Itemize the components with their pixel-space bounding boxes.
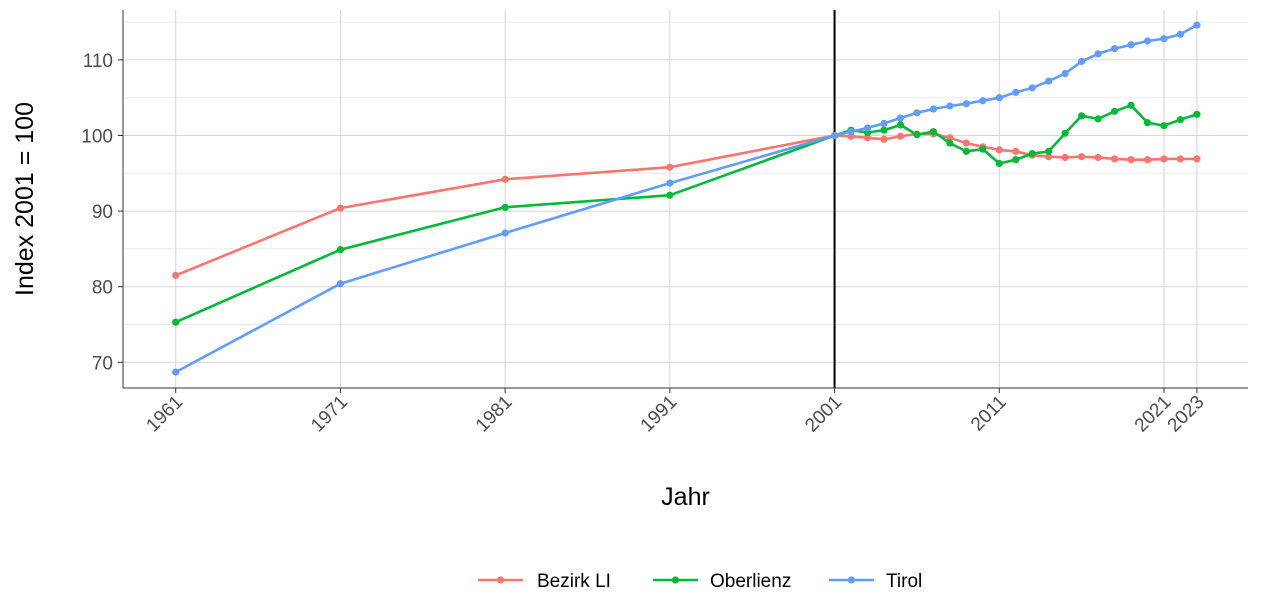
data-point-tirol <box>666 179 674 187</box>
data-point-oberlienz <box>1045 147 1053 155</box>
data-point-oberlienz <box>1193 110 1201 118</box>
data-point-tirol <box>1028 84 1036 92</box>
data-point-oberlienz <box>1061 129 1069 137</box>
data-point-bezirk-li <box>1127 156 1135 164</box>
data-point-tirol <box>501 229 509 237</box>
data-point-oberlienz <box>501 203 509 211</box>
data-point-bezirk-li <box>172 271 180 279</box>
data-point-oberlienz <box>1160 122 1168 130</box>
data-point-oberlienz <box>979 145 987 153</box>
data-point-oberlienz <box>946 139 954 147</box>
data-point-oberlienz <box>1110 107 1119 115</box>
data-point-bezirk-li <box>1193 155 1201 163</box>
axes <box>122 10 1248 389</box>
data-point-tirol <box>863 124 872 132</box>
x-axis-title: Jahr <box>661 483 710 511</box>
legend-label-bezirk-li: Bezirk LI <box>537 571 611 592</box>
series-line-tirol <box>175 23 1198 374</box>
data-point-bezirk-li <box>1061 153 1069 162</box>
y-tick-label: 70 <box>92 353 113 374</box>
data-point-tirol <box>336 280 345 288</box>
data-point-bezirk-li <box>1160 155 1168 163</box>
x-tick-label: 2023 <box>1164 392 1209 437</box>
data-point-bezirk-li <box>666 163 674 171</box>
data-point-tirol <box>1061 69 1069 78</box>
data-point-tirol <box>1160 35 1168 43</box>
legend-label-tirol: Tirol <box>886 571 922 592</box>
data-point-bezirk-li <box>336 204 345 212</box>
data-point-oberlienz <box>1028 150 1036 158</box>
data-point-bezirk-li <box>880 135 888 143</box>
data-point-oberlienz <box>336 246 345 254</box>
legend-key-point-oberlienz <box>671 576 680 584</box>
data-point-bezirk-li <box>1143 156 1152 164</box>
data-point-bezirk-li <box>1176 155 1185 163</box>
data-point-tirol <box>979 97 987 105</box>
data-point-tirol <box>913 109 921 117</box>
data-point-tirol <box>962 100 970 108</box>
data-point-bezirk-li <box>863 134 872 142</box>
data-point-oberlienz <box>1143 119 1152 127</box>
data-point-tirol <box>1110 44 1119 53</box>
x-tick-label: 1981 <box>472 392 517 437</box>
data-point-bezirk-li <box>1110 155 1119 163</box>
grid-lines <box>123 10 1248 388</box>
data-point-bezirk-li <box>1094 153 1102 162</box>
data-point-oberlienz <box>1012 156 1020 164</box>
data-point-oberlienz <box>1176 116 1185 124</box>
data-point-bezirk-li <box>946 134 954 142</box>
data-point-bezirk-li <box>995 146 1003 154</box>
data-point-oberlienz <box>995 159 1003 168</box>
data-point-tirol <box>1078 57 1086 66</box>
legend: Bezirk LI Oberlienz Tirol <box>478 571 922 592</box>
legend-key-point-tirol <box>847 576 856 584</box>
data-point-oberlienz <box>896 121 905 129</box>
data-point-tirol <box>1143 37 1152 45</box>
y-axis-title: Index 2001 = 100 <box>11 102 39 296</box>
data-point-tirol <box>929 105 937 113</box>
series-lines <box>172 21 1201 376</box>
data-point-tirol <box>946 102 954 110</box>
data-point-oberlienz <box>1078 112 1086 120</box>
x-tick-label: 1971 <box>307 392 352 437</box>
data-point-bezirk-li <box>1012 147 1020 155</box>
y-tick-label: 110 <box>83 51 113 72</box>
x-tick-label: 2011 <box>967 392 1011 436</box>
data-point-tirol <box>880 119 888 127</box>
data-point-oberlienz <box>1127 101 1135 109</box>
data-point-oberlienz <box>880 126 888 134</box>
data-point-oberlienz <box>962 147 970 155</box>
y-tick-label: 100 <box>81 126 113 147</box>
x-tick-label: 1961 <box>142 392 187 437</box>
data-point-oberlienz <box>172 318 180 326</box>
legend-label-oberlienz: Oberlienz <box>710 571 791 592</box>
data-point-tirol <box>1012 88 1020 97</box>
data-point-oberlienz <box>929 128 937 136</box>
data-point-bezirk-li <box>1045 153 1053 161</box>
data-point-oberlienz <box>666 191 674 199</box>
data-point-bezirk-li <box>896 132 905 140</box>
data-point-tirol <box>896 114 905 122</box>
data-point-oberlienz <box>913 131 921 139</box>
data-point-tirol <box>1127 41 1135 49</box>
data-point-tirol <box>830 131 839 140</box>
data-point-bezirk-li <box>962 139 970 147</box>
data-point-tirol <box>1176 30 1185 38</box>
data-point-tirol <box>995 94 1003 102</box>
data-point-tirol <box>172 368 180 376</box>
data-point-tirol <box>1094 50 1102 58</box>
y-tick-label: 90 <box>92 202 113 223</box>
data-point-oberlienz <box>1094 115 1102 123</box>
x-tick-label: 2001 <box>801 392 846 437</box>
data-point-bezirk-li <box>1078 153 1086 161</box>
legend-key-point-bezirk-li <box>496 576 505 584</box>
x-tick-label: 2021 <box>1131 392 1176 437</box>
data-point-tirol <box>1193 21 1201 29</box>
data-point-tirol <box>847 128 855 136</box>
y-tick-label: 80 <box>92 278 113 299</box>
data-point-tirol <box>1045 77 1053 85</box>
data-point-bezirk-li <box>501 175 509 183</box>
x-tick-label: 1991 <box>637 392 682 437</box>
